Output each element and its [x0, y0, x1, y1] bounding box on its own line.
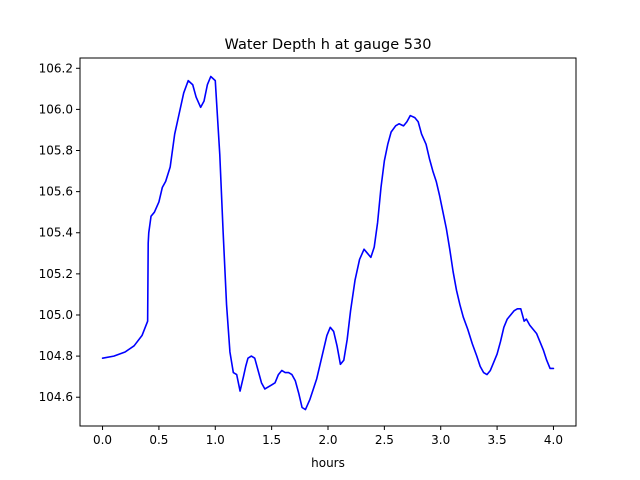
y-tick-label: 106.2	[39, 61, 73, 75]
x-tick-label: 1.0	[206, 433, 225, 447]
y-tick-label: 104.6	[39, 390, 73, 404]
x-axis-label: hours	[311, 456, 345, 470]
y-tick-label: 105.0	[39, 308, 73, 322]
y-tick-label: 104.8	[39, 349, 73, 363]
x-tick-label: 1.5	[262, 433, 281, 447]
x-tick-label: 3.0	[431, 433, 450, 447]
x-tick-label: 4.0	[544, 433, 563, 447]
x-tick-label: 0.5	[149, 433, 168, 447]
chart-title: Water Depth h at gauge 530	[225, 37, 432, 53]
y-tick-label: 106.0	[39, 102, 73, 116]
plot-area: 0.0 0.5 1.0 1.5 2.0 2.5 3.0 3.5 4.0 104.6 104.8 105…	[39, 57, 577, 447]
x-tick-label: 0.0	[93, 433, 112, 447]
y-tick-label: 105.2	[39, 267, 73, 281]
x-tick-label: 2.0	[318, 433, 337, 447]
y-tick-label: 105.4	[39, 226, 73, 240]
x-tick-label: 2.5	[375, 433, 394, 447]
y-tick-label: 105.8	[39, 144, 73, 158]
x-tick-label: 3.5	[488, 433, 507, 447]
y-tick-label: 105.6	[39, 185, 73, 199]
series-line-0	[101, 75, 555, 411]
